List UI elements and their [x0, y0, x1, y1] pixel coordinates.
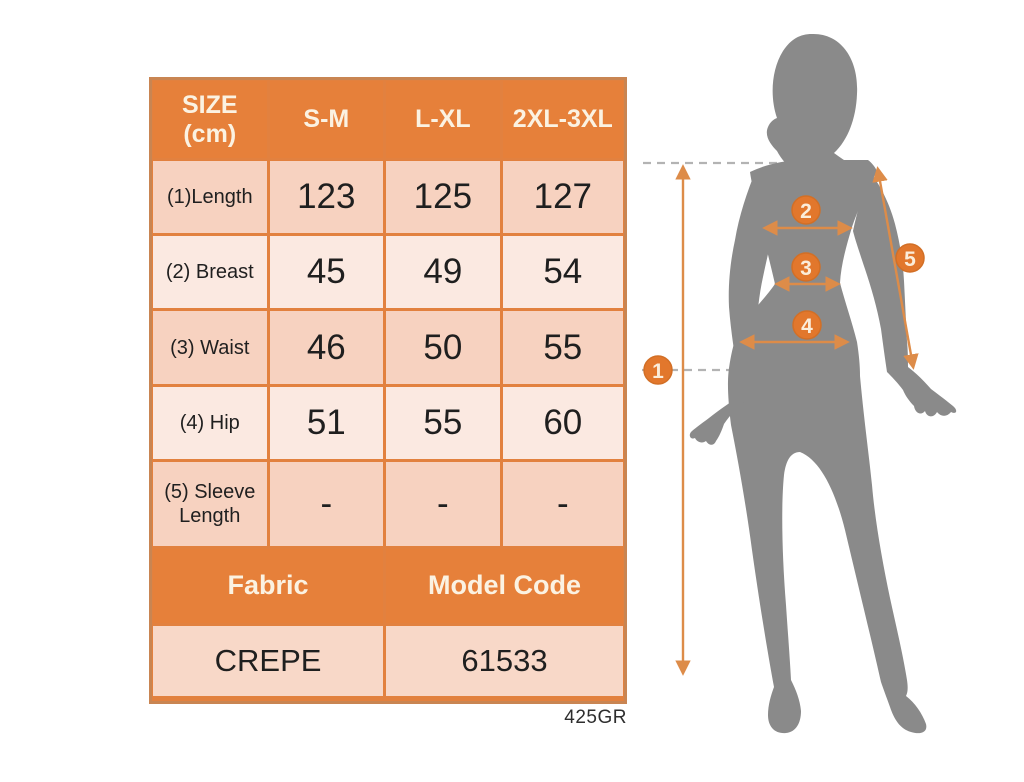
body-silhouette-figure: 1 2 3 4 5: [642, 33, 957, 734]
row-label-waist: (3) Waist: [153, 311, 267, 384]
measurement-diagram: 1 2 3 4 5: [630, 15, 1024, 777]
value-breast-lxl: 49: [386, 236, 500, 308]
column-header-sm: S-M: [269, 81, 384, 158]
value-sleeve-sm: -: [269, 462, 384, 546]
size-unit-header: SIZE (cm): [153, 81, 267, 158]
weight-note: 425GR: [564, 707, 627, 728]
measurement-arrows: [675, 164, 919, 676]
value-waist-lxl: 50: [386, 311, 500, 384]
marker-1: 1: [643, 355, 673, 385]
silhouette-right-arm: [853, 172, 957, 417]
marker-5-number: 5: [904, 248, 916, 271]
size-header-line2: (cm): [183, 119, 237, 148]
column-header-2xl3xl: 2XL-3XL: [502, 81, 623, 158]
row-label-hip: (4) Hip: [153, 387, 267, 459]
value-length-sm: 123: [269, 161, 384, 233]
marker-5: 5: [895, 243, 925, 273]
value-sleeve-lxl: -: [386, 462, 500, 546]
value-hip-lxl: 55: [386, 387, 500, 459]
value-breast-2xl3xl: 54: [502, 236, 623, 308]
silhouette-head: [766, 33, 871, 175]
marker-circles: 1 2 3 4 5: [643, 195, 925, 385]
row-label-sleeve-length: (5) Sleeve Length: [153, 462, 267, 546]
model-code-header: Model Code: [386, 549, 623, 623]
silhouette-left-arm: [689, 170, 775, 445]
value-waist-2xl3xl: 55: [502, 311, 623, 384]
marker-2: 2: [791, 195, 821, 225]
silhouette-body: [727, 160, 927, 734]
marker-3-number: 3: [800, 257, 812, 280]
row-label-breast: (2) Breast: [153, 236, 267, 308]
row-label-length: (1)Length: [153, 161, 267, 233]
model-code-value: 61533: [386, 626, 623, 696]
size-header-line1: SIZE: [181, 90, 238, 119]
value-hip-sm: 51: [269, 387, 384, 459]
female-silhouette: [689, 33, 957, 734]
value-breast-sm: 45: [269, 236, 384, 308]
marker-1-number: 1: [652, 360, 664, 383]
value-hip-2xl3xl: 60: [502, 387, 623, 459]
value-waist-sm: 46: [269, 311, 384, 384]
value-length-2xl3xl: 127: [502, 161, 623, 233]
value-sleeve-2xl3xl: -: [502, 462, 623, 546]
fabric-value: CREPE: [153, 626, 384, 696]
column-header-lxl: L-XL: [386, 81, 500, 158]
fabric-header: Fabric: [153, 549, 384, 623]
marker-4-number: 4: [801, 315, 813, 338]
marker-2-number: 2: [800, 200, 812, 223]
marker-3: 3: [791, 252, 821, 282]
size-chart-table: SIZE (cm) S-M L-XL 2XL-3XL (1)Length 123…: [149, 77, 627, 704]
sleeve-arrow: [872, 166, 919, 370]
marker-4: 4: [792, 310, 822, 340]
value-length-lxl: 125: [386, 161, 500, 233]
